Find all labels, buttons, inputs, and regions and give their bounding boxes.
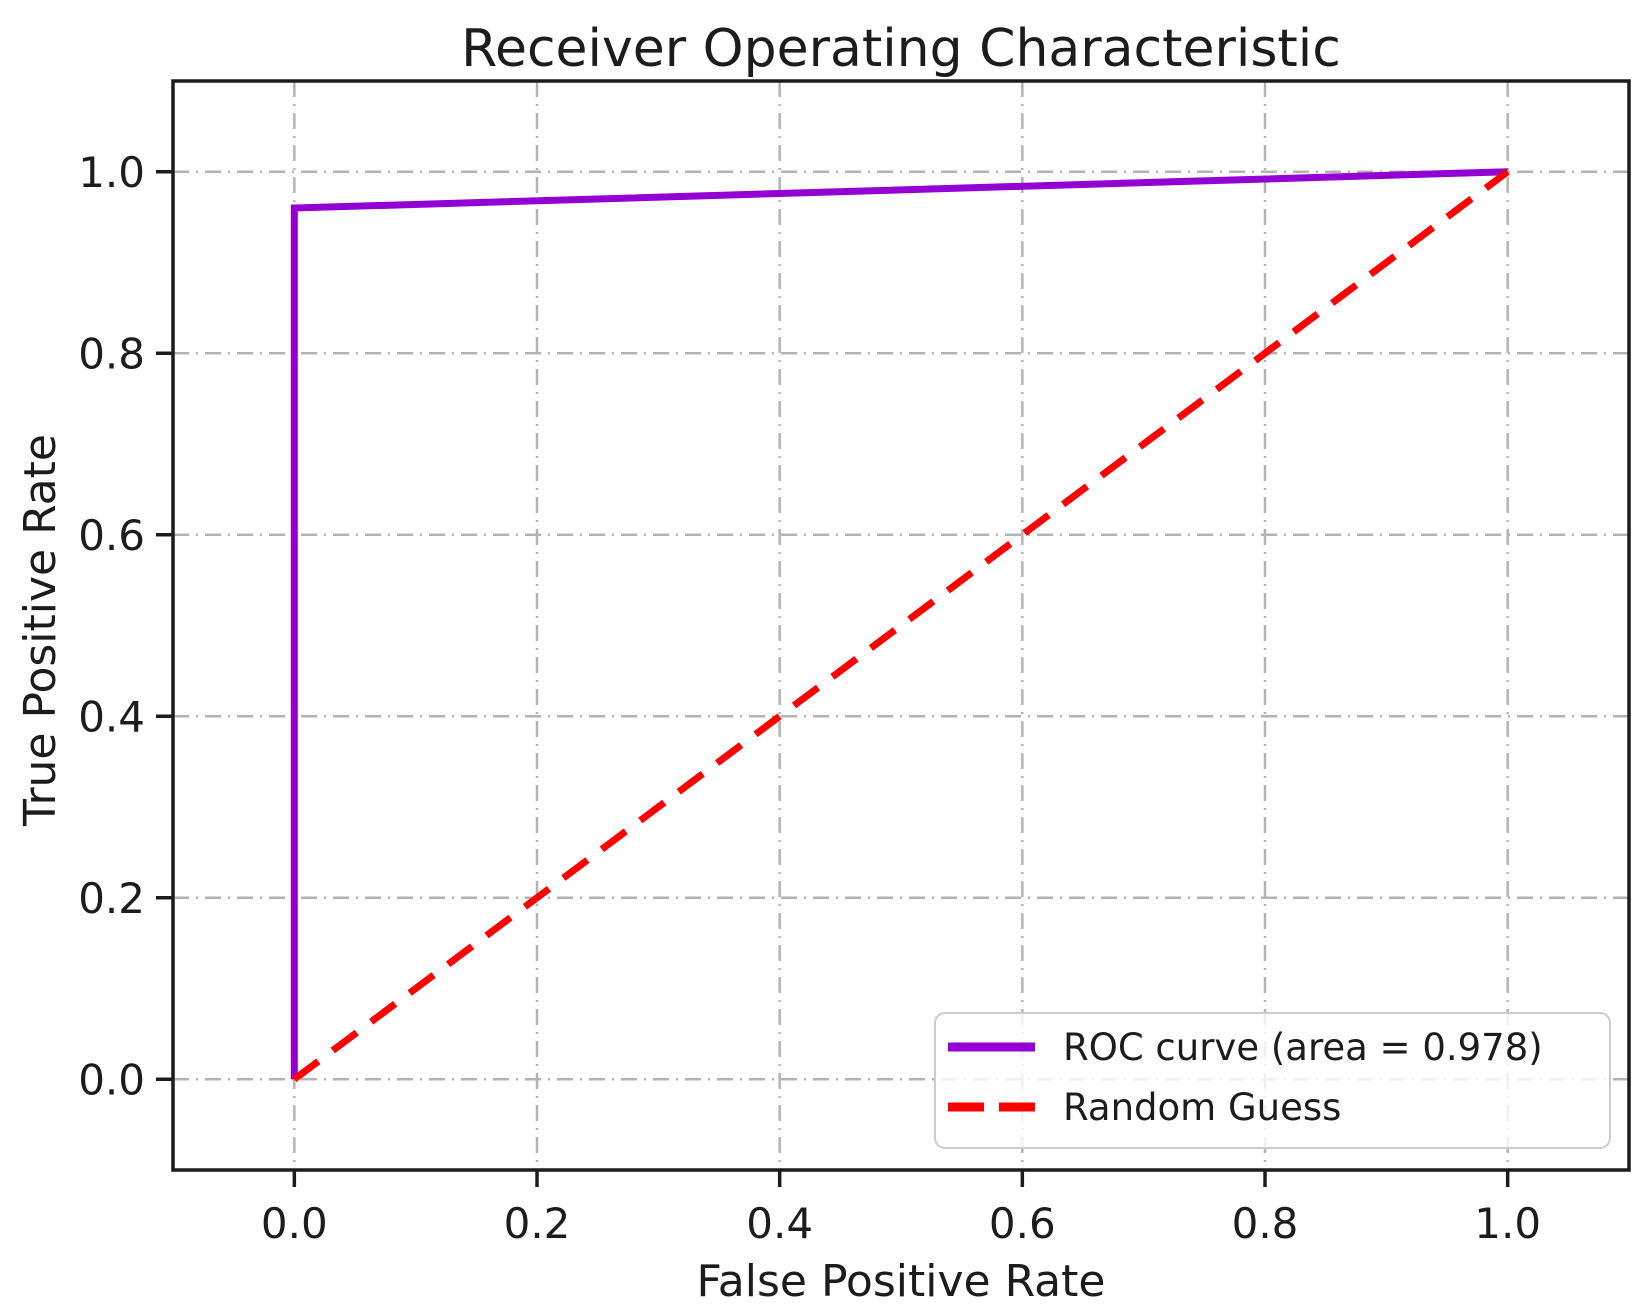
tick-layer: 0.0 0.2 0.4 0.6 0.8 1.0 0.0 0.2 0.4 0.6 0.8 1.0 xyxy=(78,148,1541,1248)
series-layer xyxy=(290,168,1510,1083)
roc-curve-line xyxy=(290,168,1508,1080)
x-axis-label: False Positive Rate xyxy=(697,1256,1106,1307)
y-tick-label-1.0: 1.0 xyxy=(78,148,145,197)
plot-frame xyxy=(171,79,1631,1172)
legend: ROC curve (area = 0.978) Random Guess xyxy=(934,1012,1611,1149)
chart-title: Receiver Operating Characteristic xyxy=(461,19,1341,79)
y-tick-label-0.8: 0.8 xyxy=(78,329,145,378)
x-tick-label-0.8: 0.8 xyxy=(1232,1199,1299,1248)
x-tick-label-0.2: 0.2 xyxy=(504,1199,571,1248)
random-guess-line xyxy=(292,168,1510,1083)
legend-label-roc-curve: ROC curve (area = 0.978) xyxy=(1063,1026,1543,1069)
x-tick-label-1.0: 1.0 xyxy=(1474,1199,1541,1248)
y-tick-label-0.6: 0.6 xyxy=(78,511,145,560)
y-axis-label: True Positive Rate xyxy=(15,434,66,827)
x-tick-label-0.6: 0.6 xyxy=(989,1199,1056,1248)
x-tick-label-0.4: 0.4 xyxy=(746,1199,813,1248)
x-tick-label-0.0: 0.0 xyxy=(261,1199,328,1248)
legend-label-random-guess: Random Guess xyxy=(1063,1086,1341,1129)
legend-box xyxy=(934,1012,1611,1149)
y-tick-label-0.4: 0.4 xyxy=(78,692,145,741)
grid-layer xyxy=(173,81,1629,1170)
y-tick-label-0.0: 0.0 xyxy=(78,1055,145,1104)
y-tick-label-0.2: 0.2 xyxy=(78,874,145,923)
